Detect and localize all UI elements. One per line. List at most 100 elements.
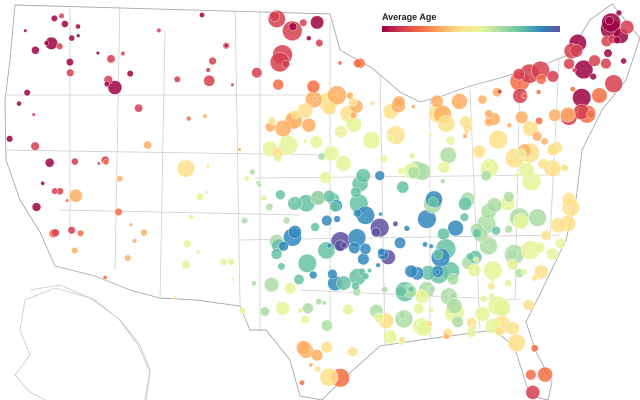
bubble <box>507 259 519 271</box>
bubble <box>340 241 348 249</box>
bubble <box>546 143 560 156</box>
bubble <box>310 190 326 206</box>
bubble <box>288 225 302 239</box>
bubble <box>445 136 456 146</box>
bubble <box>382 329 398 344</box>
bubble <box>373 312 385 323</box>
bubble <box>283 217 291 225</box>
bubble <box>600 58 612 70</box>
bubble <box>176 159 195 178</box>
bubble <box>413 303 425 314</box>
bubble <box>300 315 310 325</box>
bubble <box>546 247 559 261</box>
bubble <box>428 243 434 249</box>
bubble <box>77 229 85 237</box>
bubble <box>353 208 362 218</box>
bubble <box>97 161 101 166</box>
bubble <box>310 222 320 232</box>
bubble <box>71 157 79 166</box>
bubble <box>230 82 235 87</box>
bubble <box>359 243 372 255</box>
bubble <box>535 74 547 85</box>
bubble <box>515 110 529 124</box>
bubble <box>504 279 513 288</box>
bubble <box>172 295 177 301</box>
bubble <box>471 228 482 239</box>
bubble <box>507 333 526 352</box>
bubble <box>107 80 123 95</box>
bubble <box>68 34 75 42</box>
bubble <box>486 197 502 213</box>
bubble <box>95 51 100 56</box>
bubble <box>350 111 358 119</box>
bubble <box>23 28 28 33</box>
bubble <box>497 89 503 95</box>
bubble <box>302 302 314 314</box>
bubble <box>467 263 482 277</box>
bubble <box>58 12 65 19</box>
bubble <box>477 94 488 105</box>
bubble <box>126 70 134 78</box>
bubble <box>466 252 475 261</box>
bubble <box>287 196 302 211</box>
bubble <box>516 148 527 159</box>
bubble <box>428 133 433 138</box>
bubble <box>432 249 444 260</box>
bubble <box>540 137 549 146</box>
bubble <box>430 94 444 108</box>
bubble <box>116 175 124 182</box>
bubble <box>362 131 381 150</box>
bubble <box>314 365 321 373</box>
bubble <box>483 160 492 169</box>
bubbles <box>6 9 635 400</box>
bubble <box>296 340 312 356</box>
bubble <box>310 15 324 30</box>
bubble <box>386 134 395 143</box>
bubble <box>531 275 538 282</box>
bubble <box>321 319 333 332</box>
bubble <box>45 157 55 168</box>
bubble <box>273 153 282 163</box>
bubble <box>241 218 248 224</box>
bubble <box>288 22 298 31</box>
bubble <box>535 117 543 125</box>
bubble <box>322 101 337 116</box>
bubble <box>227 257 235 266</box>
bubble <box>315 298 323 306</box>
bubble <box>342 303 354 316</box>
bubble <box>43 40 50 46</box>
bubble <box>437 161 451 174</box>
bubble <box>514 172 521 178</box>
bubble <box>259 306 270 317</box>
bubble <box>71 247 79 255</box>
bubble <box>31 202 42 212</box>
bubble <box>449 291 458 300</box>
bubble <box>437 227 450 241</box>
bubble <box>591 87 608 104</box>
bubble <box>488 130 508 150</box>
bubble <box>336 275 352 291</box>
bubble <box>410 104 416 109</box>
bubble <box>525 369 537 381</box>
bubble <box>355 168 371 184</box>
bubble <box>339 131 345 136</box>
bubble <box>451 93 468 110</box>
bubble <box>347 346 358 357</box>
bubble <box>350 186 362 198</box>
bubble <box>102 159 109 166</box>
bubble <box>335 155 352 172</box>
bubble <box>458 196 472 211</box>
bubble <box>479 294 488 303</box>
bubble <box>30 141 40 151</box>
bubble <box>588 54 601 67</box>
bubble <box>503 191 515 203</box>
bubble <box>414 289 430 304</box>
bubble <box>306 79 321 94</box>
bubble <box>143 140 152 150</box>
bubble <box>257 183 262 188</box>
bubble <box>565 206 571 212</box>
bubble <box>67 226 76 235</box>
bubble <box>251 280 257 287</box>
bubble <box>546 70 559 83</box>
bubble <box>275 301 290 316</box>
